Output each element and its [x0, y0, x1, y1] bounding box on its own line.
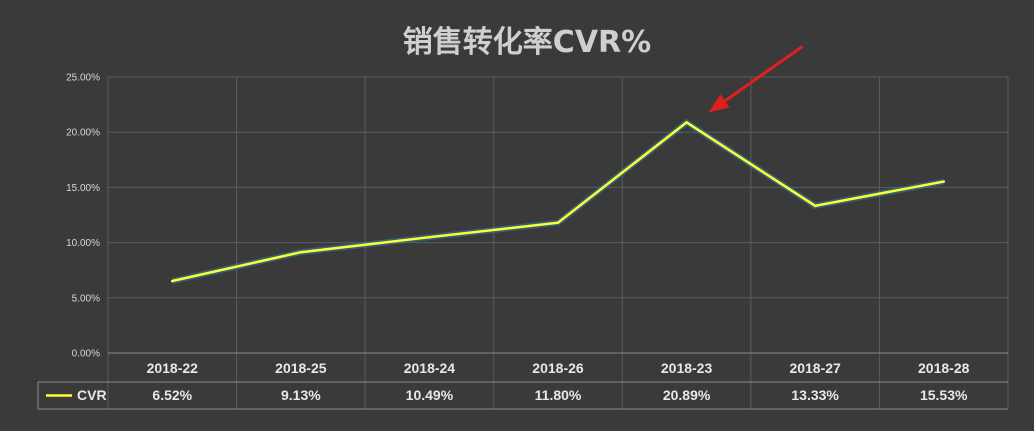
data-point [428, 235, 431, 239]
y-tick-label: 20.00% [66, 128, 100, 139]
annotation-arrow [708, 45, 804, 113]
data-point [942, 180, 946, 183]
data-value-label: 9.13% [281, 387, 321, 403]
x-category-label: 2018-28 [918, 360, 970, 376]
legend-label: CVR [77, 387, 107, 403]
data-point [813, 204, 817, 208]
data-value-label: 10.49% [406, 387, 454, 403]
data-value-label: 20.89% [663, 387, 711, 403]
chart-title: 销售转化率CVR% [403, 25, 651, 60]
y-tick-label: 25.00% [66, 73, 100, 84]
series-line-glow [171, 118, 945, 284]
data-point [170, 279, 174, 283]
data-point [299, 250, 303, 254]
cvr-series [170, 118, 946, 284]
data-value-label: 6.52% [152, 387, 192, 403]
y-tick-label: 0.00% [72, 349, 100, 360]
data-point [685, 121, 688, 124]
x-category-label: 2018-22 [147, 360, 199, 376]
y-tick-label: 5.00% [72, 293, 100, 304]
y-tick-label: 10.00% [66, 238, 100, 249]
data-table: 2018-22 6.52% 2018-25 9.13% 2018-24 10.49% 201… [37, 352, 1008, 410]
x-category-label: 2018-26 [532, 360, 584, 376]
x-category-label: 2018-27 [789, 360, 841, 376]
x-category-label: 2018-23 [661, 360, 713, 376]
data-value-label: 15.53% [920, 387, 968, 403]
grid-lines [107, 76, 1009, 409]
data-point [556, 221, 560, 225]
x-category-label: 2018-24 [404, 360, 456, 376]
y-axis-ticks: 0.00% 5.00% 10.00% 15.00% 20.00% 25.00% [66, 73, 100, 360]
data-value-label: 11.80% [535, 387, 582, 403]
x-category-label: 2018-25 [275, 360, 327, 376]
arrow-head [708, 94, 730, 113]
data-value-label: 13.33% [791, 387, 839, 403]
y-tick-label: 15.00% [66, 183, 100, 194]
arrow-shaft [724, 45, 804, 103]
